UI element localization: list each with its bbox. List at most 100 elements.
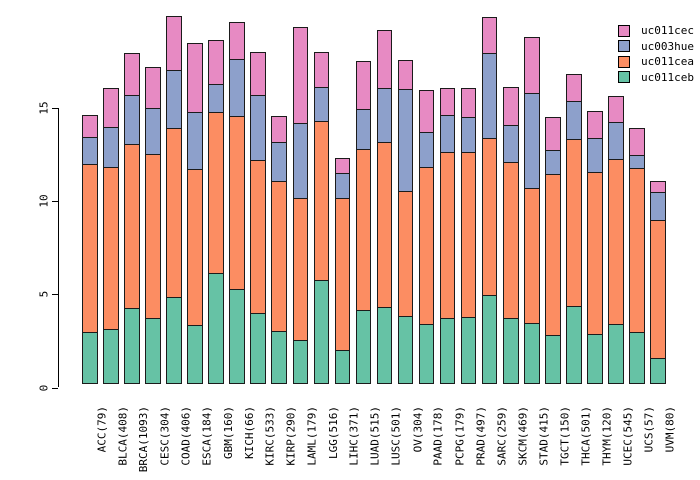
bar-segment-uc011cea	[103, 166, 119, 330]
bar-segment-uc003hue	[82, 136, 98, 165]
bar-segment-uc003hue	[629, 154, 645, 170]
bar-segment-uc011cec	[355, 61, 372, 110]
bar-segment-uc011ceb	[145, 318, 161, 385]
bar-segment-uc011cea	[334, 198, 351, 352]
bar-segment-uc011cea	[481, 137, 498, 297]
bar-segment-uc011cec	[397, 59, 414, 91]
bar-segment-uc003hue	[397, 89, 414, 192]
bar-UVM(80)	[650, 180, 666, 388]
bar-segment-uc003hue	[355, 108, 372, 150]
bar-segment-uc011ceb	[271, 331, 287, 385]
x-axis-label: CESC(304)	[158, 406, 172, 466]
x-axis-label: UCEC(545)	[621, 406, 635, 466]
bar-segment-uc003hue	[229, 58, 245, 118]
x-axis-label: PRAD(497)	[474, 406, 488, 466]
bar-segment-uc003hue	[524, 93, 540, 189]
bar-segment-uc011ceb	[503, 318, 519, 385]
x-axis-label: KIRC(533)	[263, 406, 277, 466]
x-axis-label: UCS(57)	[642, 406, 656, 453]
legend-label: uc011cec	[641, 24, 694, 37]
bar-segment-uc011cea	[376, 142, 393, 309]
legend-item-uc011cea: uc011cea	[618, 55, 694, 68]
bar-segment-uc003hue	[650, 191, 666, 221]
bar-segment-uc011ceb	[418, 323, 435, 385]
bar-segment-uc011ceb	[124, 308, 140, 385]
bar-segment-uc011cec	[166, 15, 182, 71]
x-axis-label: COAD(406)	[179, 406, 193, 466]
bar-segment-uc003hue	[250, 94, 266, 162]
bar-segment-uc011cec	[418, 90, 435, 134]
legend-swatch	[618, 71, 630, 83]
bar-SARC(259)	[481, 16, 498, 388]
bar-segment-uc003hue	[439, 115, 456, 153]
legend-swatch	[618, 40, 630, 52]
bar-segment-uc003hue	[187, 111, 203, 171]
bar-PAAD(178)	[418, 90, 435, 387]
bar-segment-uc011cea	[650, 219, 666, 360]
bar-segment-uc011ceb	[208, 272, 224, 385]
bar-segment-uc011ceb	[608, 323, 624, 385]
y-tick-label: 10	[37, 194, 51, 208]
legend-label: uc011ceb	[641, 70, 694, 84]
bar-segment-uc011ceb	[250, 312, 266, 385]
bar-segment-uc011ceb	[187, 324, 203, 385]
bar-segment-uc011ceb	[439, 318, 456, 385]
bar-SKCM(469)	[503, 86, 519, 388]
bar-segment-uc011cea	[629, 168, 645, 334]
bar-STAD(415)	[524, 37, 540, 387]
bar-PCPG(179)	[439, 87, 456, 388]
bar-segment-uc011cec	[629, 127, 645, 156]
bar-segment-uc011ceb	[82, 332, 98, 385]
bar-segment-uc011cec	[82, 114, 98, 138]
bar-segment-uc003hue	[334, 173, 351, 200]
y-tick-label: 0	[37, 384, 51, 391]
bar-segment-uc003hue	[566, 101, 582, 140]
bar-segment-uc011cea	[292, 198, 308, 341]
bar-UCS(57)	[629, 127, 645, 388]
bar-segment-uc003hue	[376, 88, 393, 144]
bar-segment-uc011cec	[271, 115, 287, 144]
bar-segment-uc003hue	[587, 137, 603, 174]
bar-segment-uc003hue	[103, 126, 119, 168]
legend-label: uc003hue	[641, 39, 694, 53]
bar-segment-uc011cea	[397, 190, 414, 318]
bar-segment-uc003hue	[166, 69, 182, 130]
bar-segment-uc011cea	[187, 169, 203, 326]
y-tick	[51, 201, 58, 203]
bar-segment-uc011ceb	[481, 295, 498, 385]
bar-segment-uc003hue	[208, 83, 224, 113]
bar-segment-uc003hue	[145, 107, 161, 156]
legend-item-uc003hue: uc003hue	[618, 40, 694, 53]
bar-segment-uc011ceb	[460, 317, 477, 385]
bar-COAD(406)	[166, 15, 182, 388]
bar-segment-uc011ceb	[650, 358, 666, 385]
legend-swatch	[618, 24, 630, 37]
y-tick-label: 5	[37, 291, 51, 298]
bar-segment-uc011cec	[481, 16, 498, 54]
bar-OV(304)	[397, 59, 414, 388]
bar-segment-uc011ceb	[334, 350, 351, 385]
bar-segment-uc011cec	[439, 87, 456, 117]
y-tick	[51, 294, 58, 296]
bar-segment-uc011ceb	[166, 296, 182, 385]
bar-segment-uc003hue	[292, 122, 308, 200]
bar-segment-uc011cec	[145, 67, 161, 109]
bar-segment-uc011cec	[566, 73, 582, 103]
y-axis-line	[57, 108, 59, 388]
bar-segment-uc011cea	[208, 111, 224, 274]
x-axis-label: OV(304)	[411, 406, 424, 453]
bar-segment-uc003hue	[503, 124, 519, 163]
x-axis-label: ACC(79)	[95, 406, 109, 453]
bar-segment-uc011ceb	[566, 306, 582, 385]
bar-segment-uc011ceb	[103, 328, 119, 385]
bar-segment-uc011ceb	[355, 309, 372, 385]
bar-segment-uc011cec	[187, 42, 203, 113]
bar-TGCT(150)	[545, 117, 561, 387]
x-axis-label: LGG(516)	[326, 406, 340, 459]
bar-segment-uc011cea	[460, 151, 477, 319]
x-axis-label: LUAD(515)	[368, 406, 382, 466]
bar-segment-uc011cec	[103, 87, 119, 128]
bar-segment-uc011cec	[376, 29, 393, 90]
x-axis-label: KIRP(290)	[284, 406, 298, 466]
